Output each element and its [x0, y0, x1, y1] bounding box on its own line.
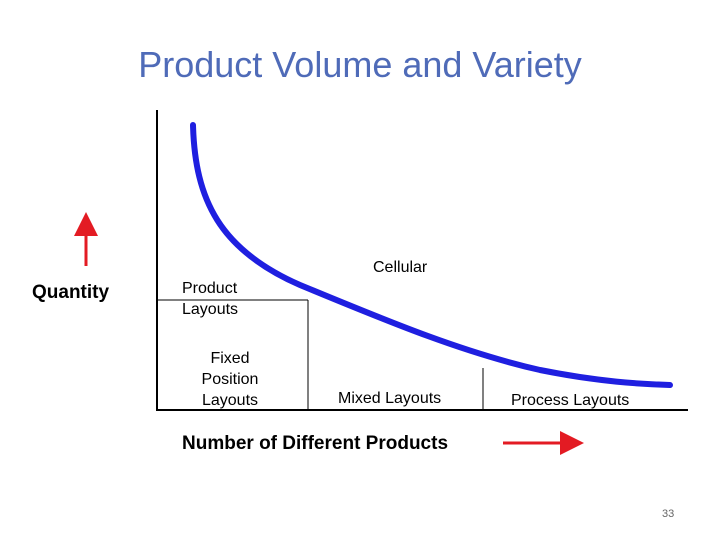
title: Product Volume and Variety: [138, 44, 582, 85]
region-label: Process Layouts: [511, 392, 630, 409]
region-label: Product Layouts: [182, 280, 239, 318]
region-label: Mixed Layouts: [338, 390, 442, 407]
y-label: Quantity: [32, 282, 110, 303]
region-label: Cellular: [373, 259, 428, 276]
x-label: Number of Different Products: [182, 433, 449, 454]
volume-curve: [190, 122, 673, 388]
region-label: Fixed Position Layouts: [201, 350, 259, 409]
page-number: 33: [662, 508, 675, 520]
